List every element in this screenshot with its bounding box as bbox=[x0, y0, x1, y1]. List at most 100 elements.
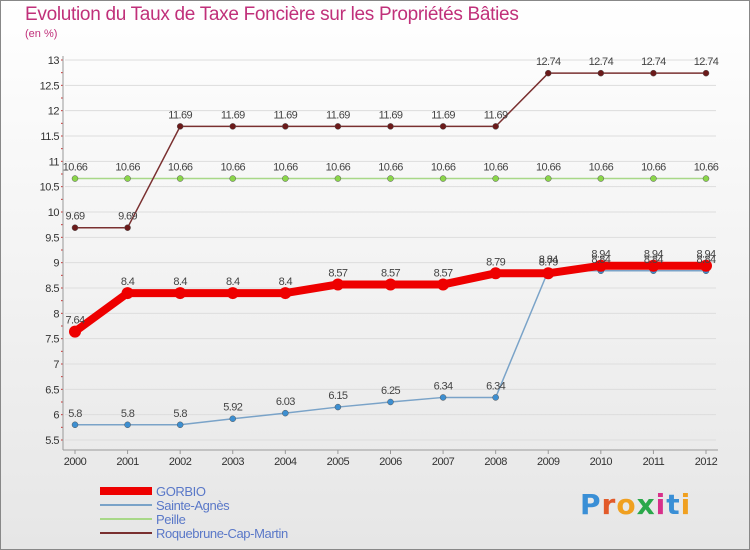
chart-title: Evolution du Taux de Taxe Foncière sur l… bbox=[25, 4, 519, 25]
data-point-3 bbox=[71, 224, 79, 231]
x-tick-label: 2000 bbox=[64, 456, 87, 468]
data-label-1: 5.8 bbox=[121, 408, 135, 420]
data-point-2 bbox=[229, 175, 236, 182]
data-point-3 bbox=[545, 69, 552, 77]
data-label-0: 8.57 bbox=[328, 267, 347, 279]
data-label-0: 8.4 bbox=[121, 276, 135, 288]
y-tick-label: 12.5 bbox=[40, 80, 60, 92]
data-point-3 bbox=[650, 69, 657, 77]
y-tick-label: 7 bbox=[53, 359, 59, 371]
legend-swatch-sainte-agnes bbox=[100, 504, 152, 506]
data-label-1: 6.03 bbox=[276, 396, 295, 408]
y-tick-label: 7.5 bbox=[45, 334, 59, 346]
legend-swatch-peille bbox=[100, 518, 152, 520]
legend: GORBIO Sainte-Agnès Peille Roquebrune-Ca… bbox=[100, 484, 288, 541]
data-point-1 bbox=[229, 415, 236, 422]
data-label-1: 8.84 bbox=[644, 254, 663, 266]
data-point-2 bbox=[492, 175, 499, 182]
data-point-2 bbox=[702, 175, 710, 182]
data-label-2: 10.66 bbox=[273, 162, 298, 174]
data-label-2: 10.66 bbox=[483, 162, 508, 174]
data-label-3: 11.69 bbox=[168, 109, 192, 121]
data-point-2 bbox=[387, 175, 394, 182]
legend-swatch-roquebrune bbox=[100, 532, 152, 534]
data-point-0 bbox=[226, 287, 239, 300]
data-label-2: 10.66 bbox=[641, 162, 666, 174]
data-point-3 bbox=[702, 69, 710, 77]
x-tick-label: 2007 bbox=[432, 456, 455, 468]
data-label-3: 12.74 bbox=[536, 56, 561, 68]
legend-item-gorbio: GORBIO bbox=[100, 484, 288, 499]
data-label-2: 10.66 bbox=[536, 162, 561, 174]
data-label-0: 8.57 bbox=[434, 267, 453, 279]
data-point-0 bbox=[437, 278, 450, 291]
data-label-1: 6.15 bbox=[328, 390, 347, 402]
data-label-3: 11.69 bbox=[221, 109, 245, 121]
data-point-2 bbox=[124, 175, 131, 182]
data-point-1 bbox=[439, 394, 447, 401]
data-point-2 bbox=[71, 175, 79, 182]
data-label-3: 11.69 bbox=[273, 109, 297, 121]
data-label-3: 12.74 bbox=[694, 56, 719, 68]
x-tick-label: 2003 bbox=[222, 456, 245, 468]
data-label-1: 8.84 bbox=[539, 254, 558, 266]
data-point-0 bbox=[647, 259, 660, 272]
data-point-1 bbox=[176, 421, 184, 429]
y-tick-label: 10 bbox=[48, 207, 60, 219]
data-point-1 bbox=[492, 394, 499, 401]
data-point-3 bbox=[597, 69, 605, 77]
data-label-0: 8.79 bbox=[486, 256, 505, 268]
data-label-0: 8.94 bbox=[591, 249, 610, 261]
data-point-0 bbox=[542, 267, 555, 280]
axes: 5.5 6 6.5 7 7.5 8 8.5 9 9.5 10 10.5 11 11.5 12 12.5 13 2… bbox=[40, 55, 719, 468]
y-tick-label: 6.5 bbox=[45, 384, 59, 396]
data-label-0: 8.94 bbox=[644, 249, 663, 261]
data-labels: 7.64 8.4 8.4 8.4 8.4 8.57 8.57 8.57 8.79 8.79 8.94… bbox=[63, 56, 720, 420]
data-point-3 bbox=[124, 224, 131, 231]
data-label-1: 5.8 bbox=[68, 408, 82, 420]
data-point-1 bbox=[282, 409, 289, 417]
data-point-0 bbox=[121, 287, 134, 300]
data-label-3: 11.69 bbox=[379, 109, 403, 121]
y-tick-label: 12 bbox=[48, 106, 60, 118]
legend-item-peille: Peille bbox=[100, 511, 288, 527]
y-tick-label: 6 bbox=[53, 410, 59, 422]
data-label-1: 5.8 bbox=[173, 408, 187, 420]
data-label-2: 10.66 bbox=[220, 162, 245, 174]
data-point-0 bbox=[594, 259, 607, 272]
data-label-2: 10.66 bbox=[115, 162, 140, 174]
data-label-0: 8.57 bbox=[381, 267, 400, 279]
data-point-3 bbox=[334, 123, 342, 130]
data-label-0: 8.4 bbox=[279, 276, 293, 288]
data-label-2: 10.66 bbox=[378, 162, 403, 174]
data-label-1: 6.25 bbox=[381, 385, 400, 397]
data-label-3: 11.69 bbox=[326, 109, 350, 121]
y-tick-label: 13 bbox=[48, 55, 60, 67]
legend-item-roquebrune: Roquebrune-Cap-Martin bbox=[100, 525, 288, 541]
data-point-2 bbox=[334, 175, 342, 182]
data-point-2 bbox=[282, 175, 289, 182]
series-group bbox=[69, 69, 712, 429]
legend-label-sainte-agnes: Sainte-Agnès bbox=[156, 497, 230, 513]
legend-swatch-gorbio bbox=[100, 487, 152, 495]
y-tick-label: 8 bbox=[53, 308, 59, 320]
data-point-1 bbox=[124, 421, 131, 429]
data-label-1: 6.34 bbox=[486, 380, 505, 392]
x-tick-label: 2002 bbox=[169, 456, 192, 468]
legend-label-roquebrune: Roquebrune-Cap-Martin bbox=[156, 525, 288, 541]
data-point-3 bbox=[282, 123, 289, 130]
legend-item-sainte-agnes: Sainte-Agnès bbox=[100, 497, 288, 513]
y-tick-label: 8.5 bbox=[45, 283, 59, 295]
data-point-3 bbox=[229, 123, 236, 130]
legend-label-peille: Peille bbox=[156, 511, 186, 527]
data-point-0 bbox=[384, 278, 397, 291]
data-point-1 bbox=[334, 403, 342, 411]
data-label-3: 12.74 bbox=[641, 56, 666, 68]
data-label-1: 8.84 bbox=[591, 254, 610, 266]
data-label-3: 11.69 bbox=[484, 109, 508, 121]
data-point-0 bbox=[489, 267, 502, 280]
x-tick-label: 2006 bbox=[379, 456, 402, 468]
y-tick-label: 9 bbox=[53, 258, 59, 270]
data-label-0: 8.4 bbox=[173, 276, 187, 288]
